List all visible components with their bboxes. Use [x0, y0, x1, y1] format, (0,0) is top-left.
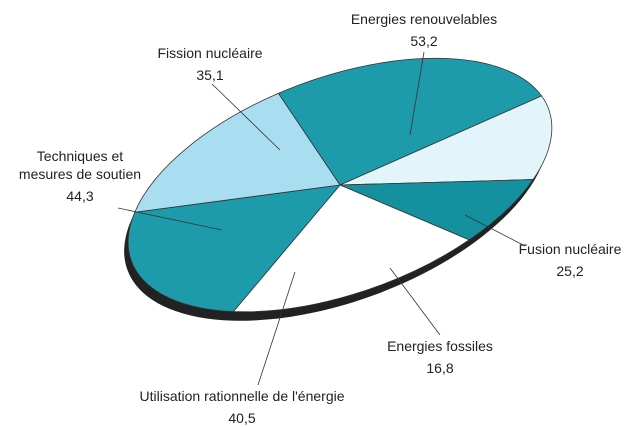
slice-value: 25,2: [556, 263, 584, 279]
leader-line: [117, 207, 223, 231]
slice-label: Fusion nucléaire: [518, 241, 622, 257]
leader-line: [409, 51, 425, 136]
slice-label: Energies fossiles: [387, 338, 493, 354]
pie-slice: [335, 95, 569, 242]
slice-value: 35,1: [196, 67, 224, 83]
slice-label: Utilisation rationnelle de l'énergie: [139, 388, 345, 404]
leader-line: [211, 83, 281, 151]
pie-slice: [278, 8, 547, 194]
leader-line: [389, 267, 441, 336]
slice-value: 53,2: [410, 33, 438, 49]
leader-line: [257, 271, 296, 386]
pie-slice: [116, 143, 368, 338]
pie-slice: [113, 84, 340, 254]
slice-value: 16,8: [426, 360, 454, 376]
slice-value: 44,3: [66, 188, 94, 204]
slice-label: Fission nucléaire: [157, 45, 263, 61]
pie: [94, 8, 585, 363]
slice-value: 40,5: [228, 410, 256, 426]
slice-label: Energies renouvelables: [350, 11, 498, 27]
leader-line: [464, 214, 526, 247]
slice-label: Techniques et mesures de soutien: [18, 148, 142, 182]
